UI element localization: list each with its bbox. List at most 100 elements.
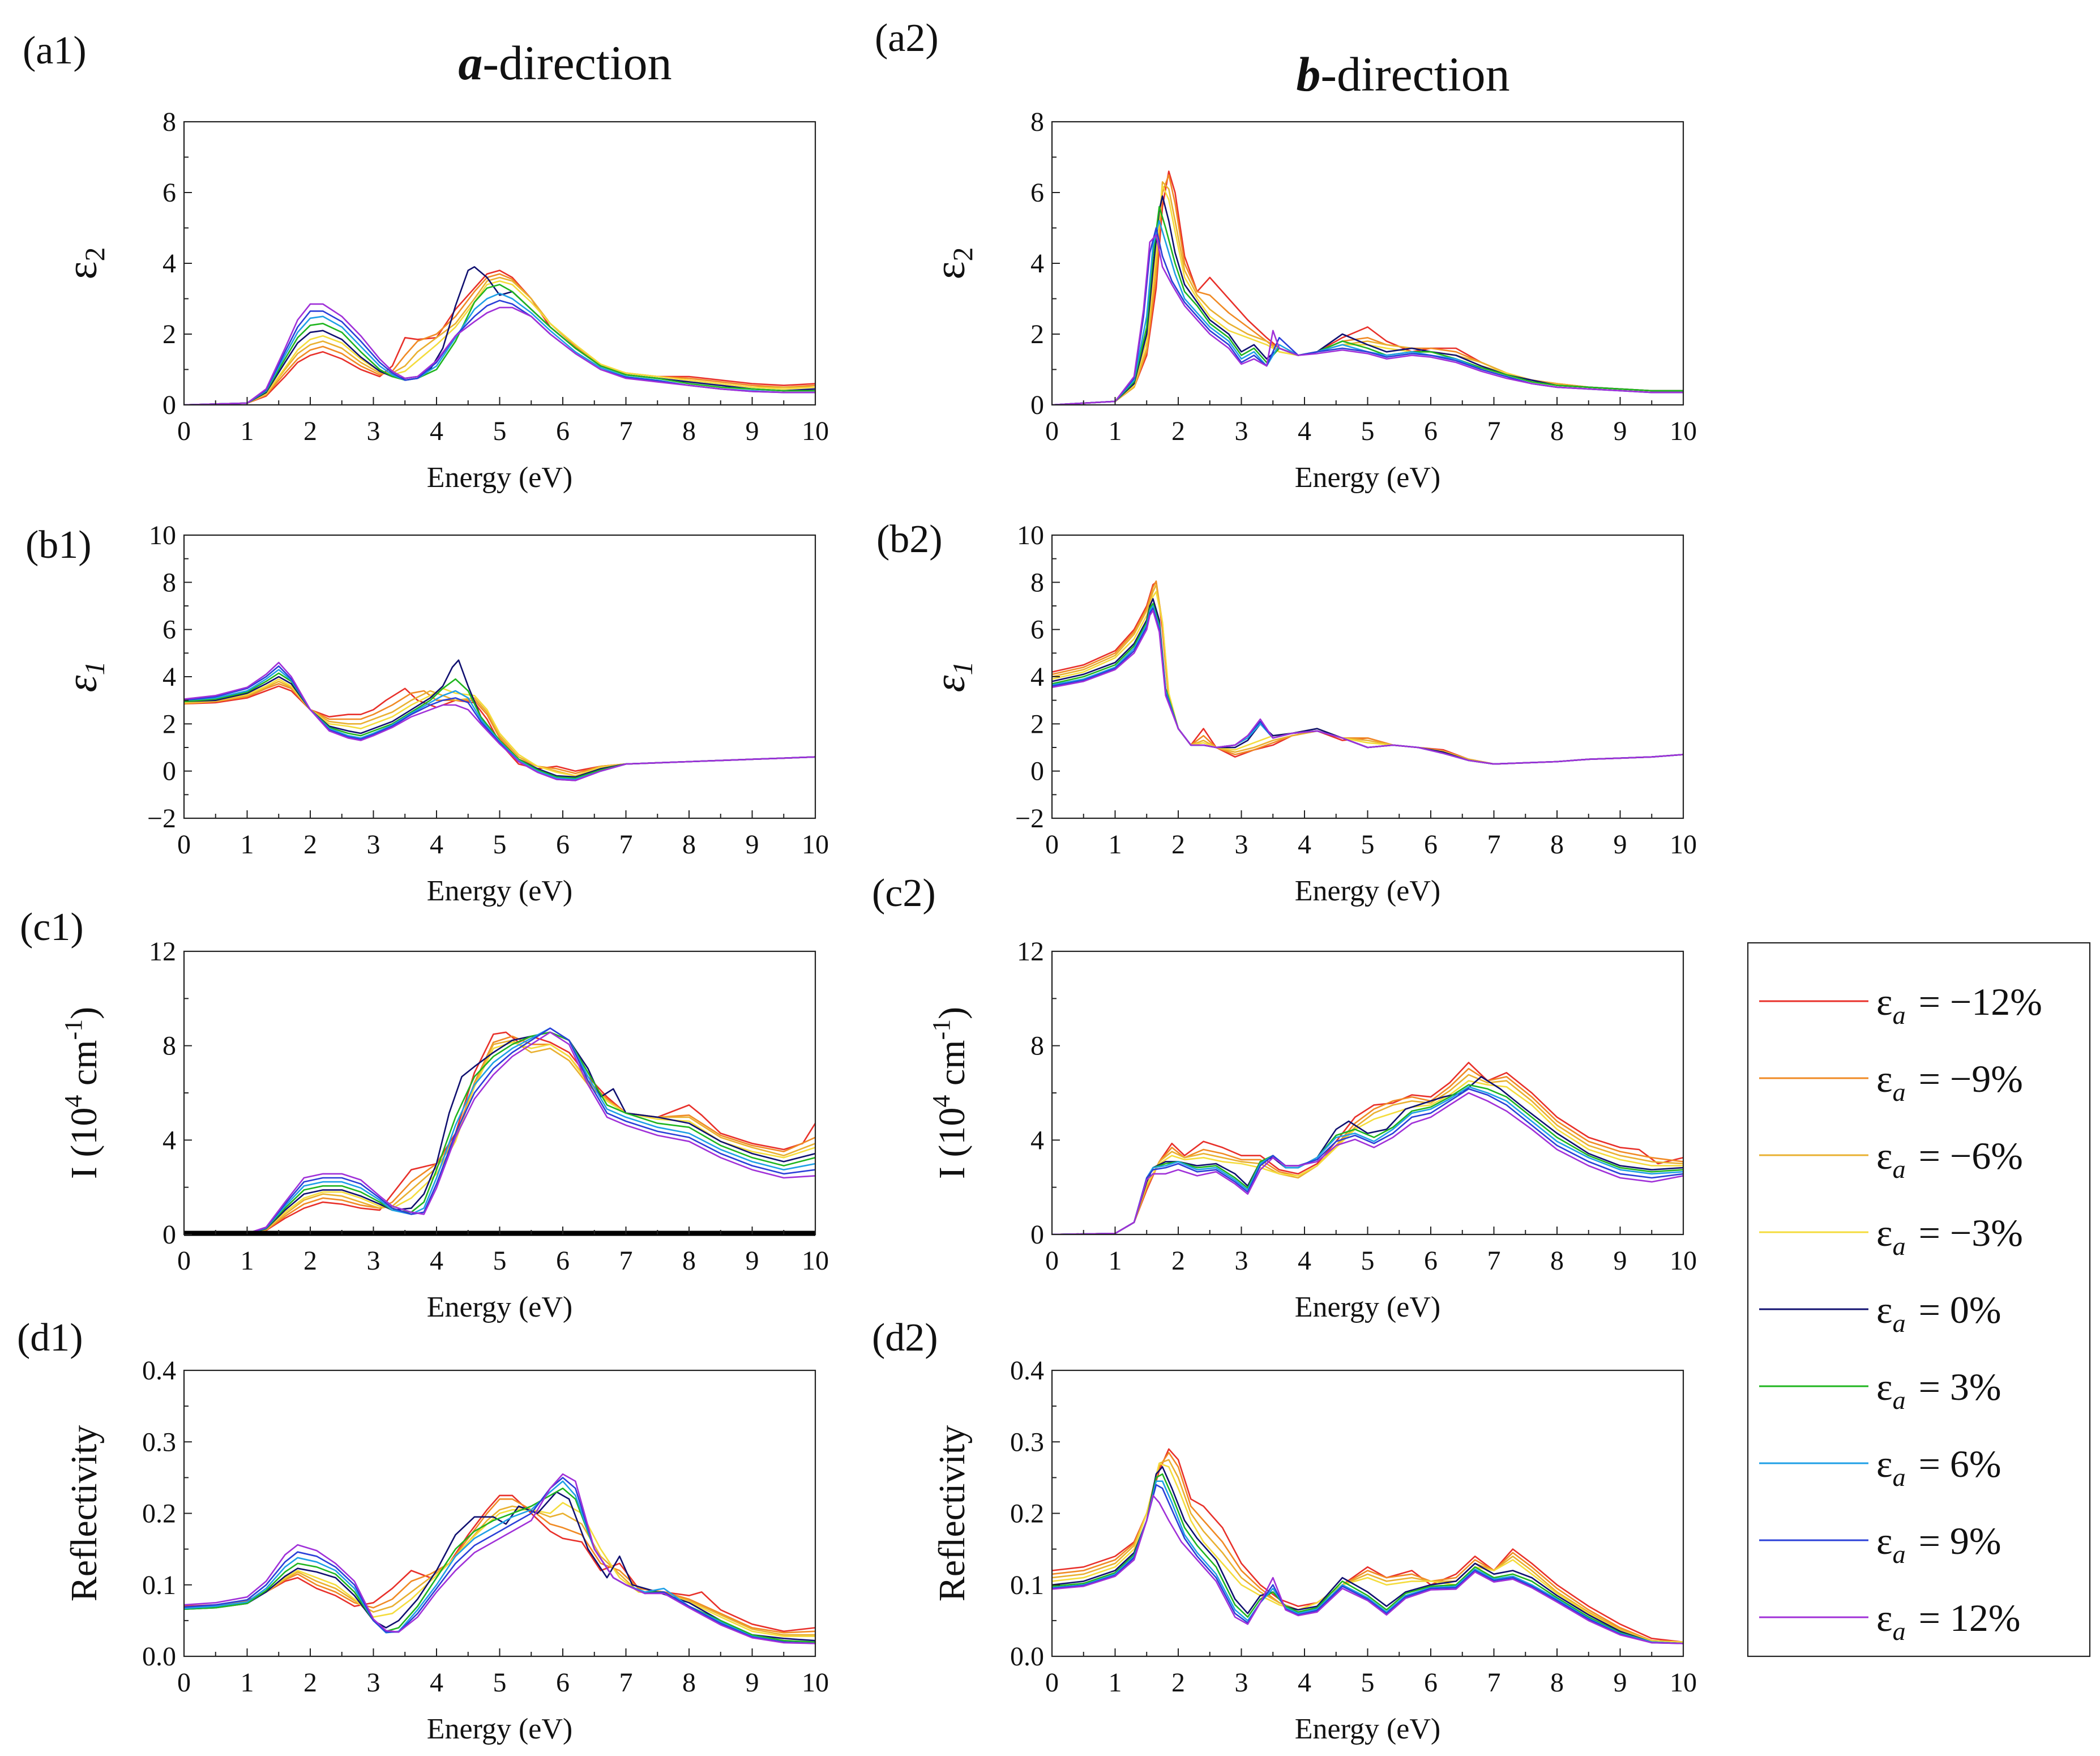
x-tick-label: 8 bbox=[682, 1246, 696, 1276]
legend-value: = −6% bbox=[1909, 1134, 2023, 1177]
legend-value: = −9% bbox=[1909, 1057, 2023, 1100]
series-line-b2-8 bbox=[1052, 610, 1683, 765]
x-tick-label: 5 bbox=[493, 830, 507, 860]
x-tick-label: 3 bbox=[367, 830, 380, 860]
y-tick-label: 4 bbox=[1030, 249, 1044, 279]
ylabel-end: ) bbox=[931, 1007, 973, 1019]
x-tick-label: 3 bbox=[367, 1246, 380, 1276]
series-group bbox=[184, 1027, 815, 1234]
x-tick-label: 1 bbox=[241, 416, 254, 446]
legend-value: = 0% bbox=[1909, 1288, 2001, 1331]
y-tick-label: 6 bbox=[162, 615, 176, 645]
series-line-c1-4 bbox=[184, 1031, 815, 1234]
legend-value: = 3% bbox=[1909, 1365, 2001, 1408]
y-axis-label: ε2 bbox=[926, 247, 978, 280]
x-tick-label: 4 bbox=[430, 1246, 443, 1276]
x-tick-label: 7 bbox=[619, 1246, 633, 1276]
y-tick-label: 8 bbox=[162, 1031, 176, 1061]
x-tick-label: 9 bbox=[1614, 1668, 1627, 1698]
x-axis-label: Energy (eV) bbox=[1295, 1713, 1441, 1745]
series-line-d1-0 bbox=[184, 1494, 815, 1633]
series-line-a2-8 bbox=[1052, 234, 1683, 405]
x-tick-label: 1 bbox=[1109, 830, 1122, 860]
x-tick-label: 9 bbox=[1614, 830, 1627, 860]
series-line-c2-4 bbox=[1052, 1076, 1683, 1234]
x-tick-label: 2 bbox=[303, 416, 317, 446]
ylabel-main: I (10 bbox=[63, 1108, 105, 1179]
series-line-c2-7 bbox=[1052, 1088, 1683, 1234]
x-tick-label: 0 bbox=[1045, 1668, 1059, 1698]
series-line-c1-8 bbox=[184, 1031, 815, 1234]
y-tick-label: 4 bbox=[162, 249, 176, 279]
y-tick-label: 4 bbox=[1030, 662, 1044, 692]
x-tick-label: 9 bbox=[1614, 1246, 1627, 1276]
y-axis-label: ε1 bbox=[58, 661, 110, 693]
x-tick-label: 9 bbox=[746, 830, 759, 860]
legend-value: = 9% bbox=[1909, 1519, 2001, 1562]
ylabel-symbol: ε bbox=[58, 675, 106, 692]
x-tick-label: 4 bbox=[430, 416, 443, 446]
x-tick-label: 8 bbox=[1550, 830, 1564, 860]
legend-value: = 6% bbox=[1909, 1442, 2001, 1485]
series-line-a1-5 bbox=[184, 284, 815, 405]
ylabel-sup2: -1 bbox=[59, 1019, 87, 1040]
series-line-b1-8 bbox=[184, 661, 815, 781]
x-axis-label: Energy (eV) bbox=[427, 1713, 573, 1745]
y-tick-label: 10 bbox=[149, 520, 176, 550]
x-tick-label: 0 bbox=[1045, 830, 1059, 860]
x-tick-label: 3 bbox=[1235, 416, 1248, 446]
x-tick-label: 2 bbox=[303, 1668, 317, 1698]
series-group bbox=[1052, 580, 1683, 765]
col-title-a: a-direction bbox=[458, 36, 672, 90]
y-tick-label: 8 bbox=[162, 567, 176, 597]
x-tick-label: 3 bbox=[1235, 1246, 1248, 1276]
y-tick-label: 0.3 bbox=[1010, 1427, 1044, 1457]
series-line-a2-4 bbox=[1052, 195, 1683, 405]
legend: εa = −12%εa = −9%εa = −6%εa = −3%εa = 0%… bbox=[1747, 942, 2091, 1657]
y-tick-label: 4 bbox=[162, 662, 176, 692]
legend-symbol: ε bbox=[1876, 980, 1893, 1023]
x-tick-label: 5 bbox=[1361, 1246, 1375, 1276]
legend-subscript: a bbox=[1893, 1540, 1906, 1569]
x-tick-label: 9 bbox=[746, 1668, 759, 1698]
ylabel-subscript: 1 bbox=[947, 661, 978, 676]
x-tick-label: 8 bbox=[1550, 1246, 1564, 1276]
series-line-d1-5 bbox=[184, 1488, 815, 1643]
series-line-c2-6 bbox=[1052, 1086, 1683, 1234]
series-line-c1-1 bbox=[184, 1035, 815, 1234]
series-group bbox=[1052, 1062, 1683, 1234]
legend-label: εa = −6% bbox=[1876, 1134, 2023, 1184]
x-tick-label: 6 bbox=[556, 1668, 570, 1698]
x-tick-label: 9 bbox=[746, 416, 759, 446]
x-tick-label: 8 bbox=[682, 830, 696, 860]
x-tick-label: 5 bbox=[1361, 830, 1375, 860]
ylabel-subscript: 2 bbox=[947, 247, 978, 262]
legend-symbol: ε bbox=[1876, 1057, 1893, 1100]
y-axis-label: I (104 cm-1) bbox=[59, 1007, 105, 1179]
y-tick-label: 0 bbox=[162, 1220, 176, 1250]
x-tick-label: 1 bbox=[241, 1668, 254, 1698]
series-group bbox=[184, 1473, 815, 1644]
x-tick-label: 5 bbox=[493, 1246, 507, 1276]
series-line-c2-0 bbox=[1052, 1062, 1683, 1234]
x-tick-label: 6 bbox=[556, 416, 570, 446]
series-line-a2-3 bbox=[1052, 185, 1683, 405]
series-line-b1-0 bbox=[184, 685, 815, 772]
y-tick-label: 2 bbox=[1030, 709, 1044, 739]
y-tick-label: 4 bbox=[1030, 1125, 1044, 1155]
ylabel-mid: cm bbox=[931, 1040, 973, 1095]
x-tick-label: 7 bbox=[619, 1668, 633, 1698]
series-group bbox=[1052, 1448, 1683, 1644]
series-line-d2-8 bbox=[1052, 1494, 1683, 1644]
x-tick-label: 0 bbox=[177, 416, 191, 446]
panel-d2: 0 1 2 3 4 5 6 7 8 9 10 0.0 0.1 0.2 0.3 0.4 Energy (eV) (d… bbox=[872, 1316, 1697, 1745]
y-tick-label: 0.4 bbox=[142, 1356, 176, 1386]
legend-symbol: ε bbox=[1876, 1519, 1893, 1562]
legend-subscript: a bbox=[1893, 1309, 1906, 1338]
x-tick-label: 10 bbox=[802, 416, 829, 446]
series-line-b1-3 bbox=[184, 678, 815, 777]
